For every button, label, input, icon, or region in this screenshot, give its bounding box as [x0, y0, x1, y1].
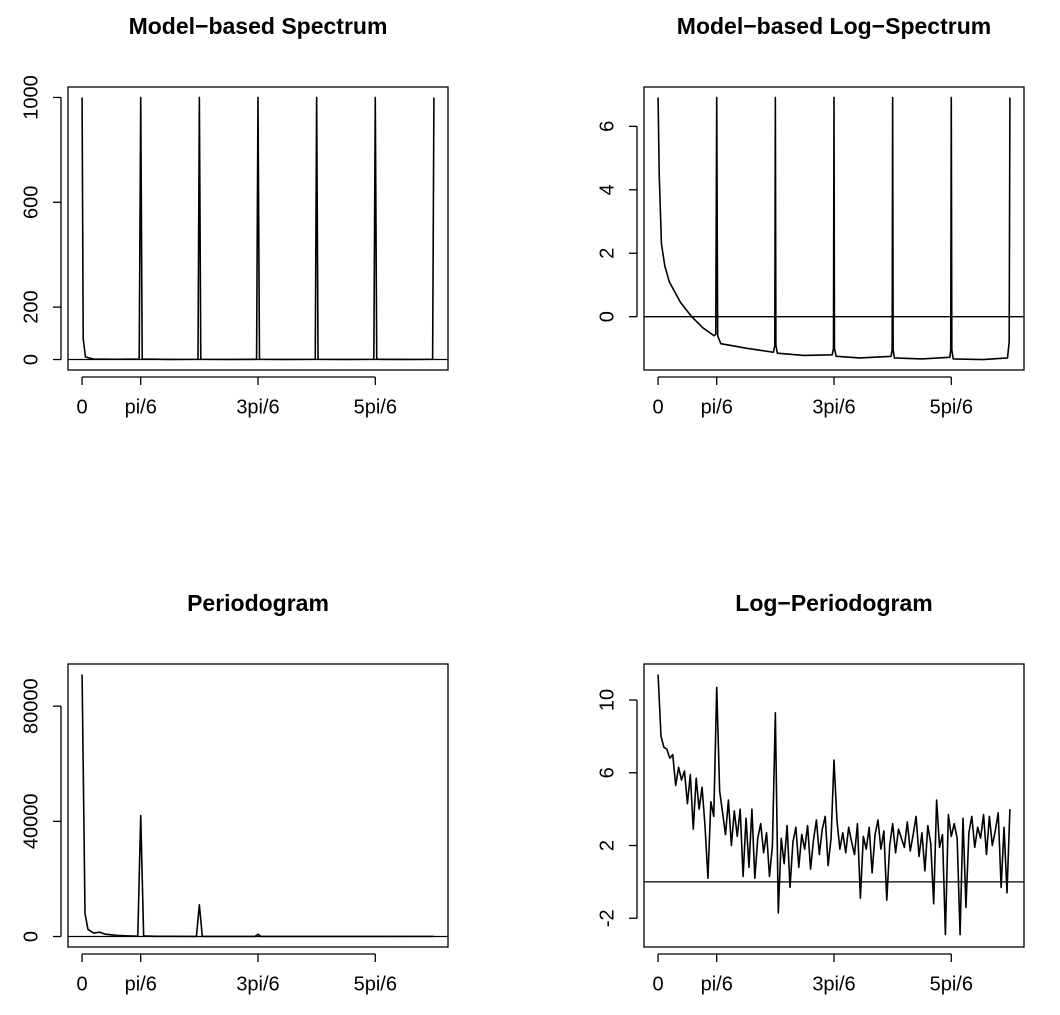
chart-title: Log−Periodogram [735, 590, 932, 616]
spectrum-line [81, 674, 434, 938]
x-tick-label: 0 [77, 396, 88, 418]
x-tick-label: 0 [653, 396, 664, 418]
y-tick-label: 6 [596, 121, 618, 132]
x-tick-label: 5pi/6 [930, 973, 973, 995]
x-tick-label: pi/6 [701, 396, 733, 418]
plot-box [643, 663, 1025, 948]
chart-title: Periodogram [187, 590, 329, 616]
chart-title: Model−based Spectrum [129, 13, 388, 39]
x-tick-label: 5pi/6 [354, 973, 397, 995]
x-tick-label: 5pi/6 [930, 396, 973, 418]
chart-title: Model−based Log−Spectrum [677, 13, 991, 39]
x-tick-label: 3pi/6 [812, 973, 855, 995]
y-tick-label: -2 [596, 909, 618, 927]
y-tick-label: 200 [20, 290, 42, 323]
plot-box [67, 663, 449, 948]
y-tick-label: 40000 [20, 794, 42, 850]
y-tick-label: 0 [20, 931, 42, 942]
y-tick-label: 6 [596, 767, 618, 778]
x-tick-label: pi/6 [125, 973, 157, 995]
y-tick-label: 0 [596, 311, 618, 322]
x-tick-label: pi/6 [125, 396, 157, 418]
y-tick-label: 1000 [20, 75, 42, 120]
y-tick-label: 2 [596, 248, 618, 259]
spectrum-line [657, 674, 1011, 936]
y-tick-label: 2 [596, 840, 618, 851]
x-tick-label: 0 [77, 973, 88, 995]
spectrum-line [81, 96, 435, 361]
x-tick-label: 3pi/6 [236, 396, 279, 418]
y-tick-label: 10 [596, 689, 618, 711]
plot-box [67, 86, 449, 371]
y-tick-label: 0 [20, 354, 42, 365]
x-tick-label: 0 [653, 973, 664, 995]
y-tick-label: 4 [596, 184, 618, 195]
y-tick-label: 80000 [20, 678, 42, 734]
y-tick-label: 600 [20, 186, 42, 219]
x-tick-label: 3pi/6 [812, 396, 855, 418]
plot-box [643, 86, 1025, 371]
x-tick-label: pi/6 [701, 973, 733, 995]
spectrum-line [657, 96, 1011, 361]
x-tick-label: 3pi/6 [236, 973, 279, 995]
x-tick-label: 5pi/6 [354, 396, 397, 418]
